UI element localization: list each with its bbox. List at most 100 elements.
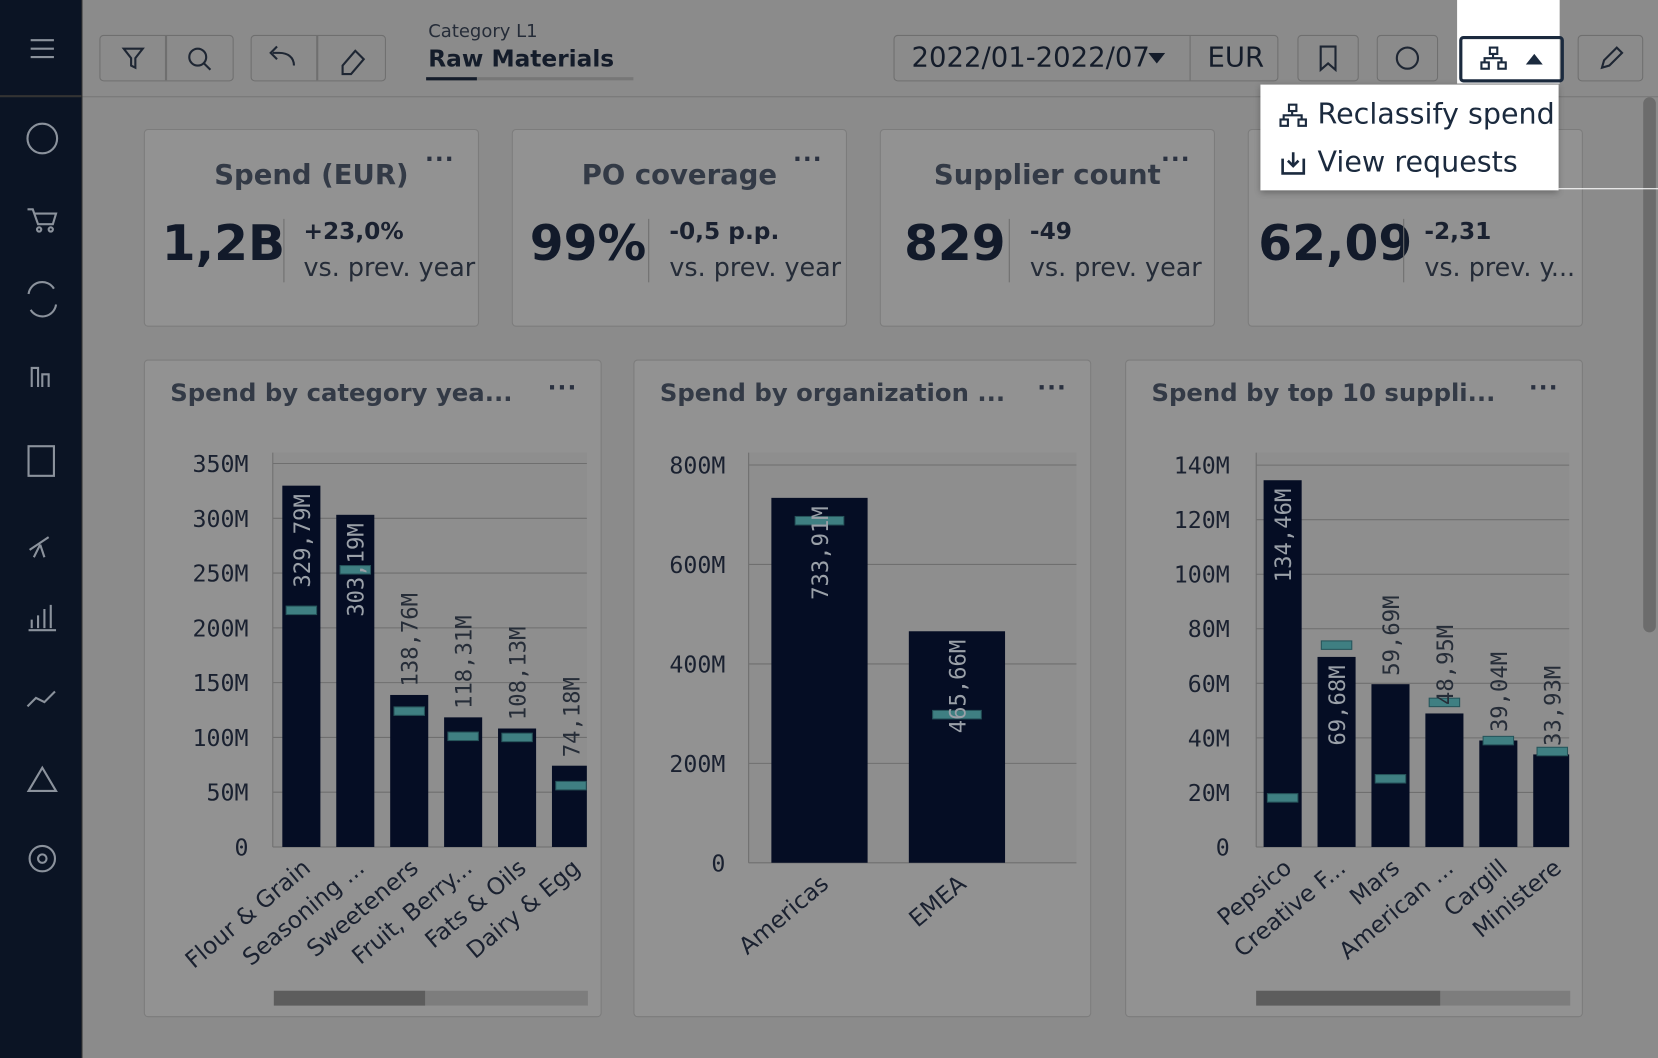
nav-icon[interactable]: [28, 604, 57, 632]
value-label: 74,18M: [559, 677, 585, 757]
bar: [771, 497, 868, 863]
undo-clear-group: [250, 34, 386, 82]
bar: [1371, 684, 1410, 847]
kpi-card: Spend (EUR) ··· 1,2B +23,0% vs. prev. year: [143, 129, 480, 327]
chart-title: Spend by top 10 suppli...: [1151, 379, 1496, 408]
bars: 733,91M 465,66M: [771, 497, 1006, 863]
chart-title: Spend by category yea...: [170, 379, 513, 408]
comparison-marker: [1374, 774, 1407, 784]
bar: [282, 485, 321, 847]
y-tick-label: 100M: [1174, 562, 1230, 589]
nav-icon[interactable]: [29, 536, 50, 558]
y-tick-label: 50M: [206, 780, 248, 807]
kpi-title: Spend (EUR): [214, 159, 409, 192]
y-tick-label: 100M: [192, 725, 248, 752]
period-selector[interactable]: 2022/01-2022/07: [911, 42, 1150, 75]
y-tick-label: 350M: [192, 451, 248, 478]
value-label: 465,66M: [945, 640, 971, 734]
nav-icon[interactable]: [27, 208, 58, 226]
value-label: 33,93M: [1541, 666, 1567, 746]
icon: [1281, 152, 1306, 175]
kpi-card: PO coverage ··· 99% -0,5 p.p. vs. prev. year: [511, 129, 847, 327]
value-label: 69,68M: [1325, 665, 1351, 745]
nav-icon[interactable]: [27, 445, 55, 477]
bars: 329,79M 303,19M 138,76M 118,31M 108,13M 74,18…: [282, 485, 587, 847]
filter-button[interactable]: [121, 47, 145, 70]
clear-button[interactable]: [341, 49, 366, 76]
y-tick-label: 120M: [1174, 507, 1230, 534]
x-tick-label: EMEA: [904, 870, 971, 933]
menu-item[interactable]: View requests: [1317, 145, 1518, 179]
page-scrollbar[interactable]: [1643, 97, 1656, 633]
scrollbar[interactable]: [1256, 990, 1571, 1006]
currency-selector[interactable]: EUR: [1207, 42, 1265, 75]
bookmark-button[interactable]: [1297, 34, 1359, 82]
category-label: Category L1: [428, 21, 538, 43]
nav-icon[interactable]: [30, 366, 50, 388]
undo-button[interactable]: [269, 45, 296, 66]
edit-button[interactable]: [1577, 34, 1644, 82]
nav-icon[interactable]: [26, 765, 58, 792]
value-label: 329,79M: [290, 494, 316, 588]
kpi-card: Supplier count ··· 829 -49 vs. prev. year: [879, 129, 1215, 327]
category-value[interactable]: Raw Materials: [428, 46, 615, 73]
value-label: 48,95M: [1433, 625, 1459, 705]
kpi-value: 62,09: [1258, 214, 1413, 272]
value-label: 118,31M: [452, 615, 478, 709]
comparison-marker: [1482, 735, 1515, 746]
icons: [269, 35, 366, 81]
icon: [1279, 103, 1307, 127]
comparison-marker: [932, 709, 982, 720]
y-tick-label: 0: [1216, 834, 1230, 861]
comparison-marker: [285, 605, 318, 616]
comparison-marker: [447, 731, 479, 742]
kpi-delta: -2,31: [1424, 218, 1492, 246]
value-label: 59,69M: [1379, 596, 1405, 676]
bar: [551, 765, 587, 847]
comparison-marker: [1536, 746, 1569, 757]
y-tick-label: 140M: [1174, 453, 1230, 480]
y-tick-label: 60M: [1188, 671, 1230, 698]
menu-item[interactable]: Reclassify spend: [1317, 98, 1555, 132]
settings-icon[interactable]: [28, 844, 57, 873]
nav-icon[interactable]: [27, 281, 58, 318]
y-tick-label: 250M: [192, 561, 248, 588]
category-underline: [426, 77, 634, 81]
y-tick-label: 200M: [192, 615, 248, 642]
icons: [121, 35, 212, 81]
sidebar: [0, 0, 83, 1058]
y-tick-label: 0: [234, 834, 248, 861]
icon: [1480, 46, 1543, 70]
chart-title: Spend by organization ...: [659, 379, 1006, 408]
kpi-delta: -49: [1029, 218, 1072, 246]
kpi-value: 829: [904, 214, 1006, 272]
kpi-comparison: vs. prev. year: [669, 252, 842, 283]
y-tick-label: 800M: [669, 452, 725, 479]
bar: [498, 728, 537, 847]
period-currency-group: 2022/01-2022/07 EUR: [893, 34, 1279, 82]
refresh-button[interactable]: [1376, 34, 1439, 82]
comparison-marker: [794, 515, 845, 526]
menu-icon[interactable]: [30, 39, 54, 59]
kpi-delta: -0,5 p.p.: [669, 218, 780, 246]
comparison-marker: [393, 706, 425, 716]
comparison-marker: [1320, 640, 1353, 650]
comparison-marker: [501, 732, 533, 743]
icon: [1395, 46, 1420, 70]
reclassify-menu-button[interactable]: [1459, 35, 1564, 83]
nav-icon[interactable]: [26, 122, 59, 155]
nav-icon[interactable]: [26, 690, 56, 708]
bar: [1263, 480, 1302, 847]
y-tick-label: 40M: [1188, 725, 1230, 752]
icon: [1319, 45, 1337, 73]
x-tick-label: Americas: [734, 870, 834, 960]
value-label: 134,46M: [1271, 489, 1297, 583]
scrollbar[interactable]: [273, 990, 588, 1006]
search-button[interactable]: [188, 47, 208, 67]
y-tick-label: 0: [711, 850, 725, 877]
value-label: 39,04M: [1487, 652, 1513, 732]
value-label: 303,19M: [344, 523, 370, 617]
